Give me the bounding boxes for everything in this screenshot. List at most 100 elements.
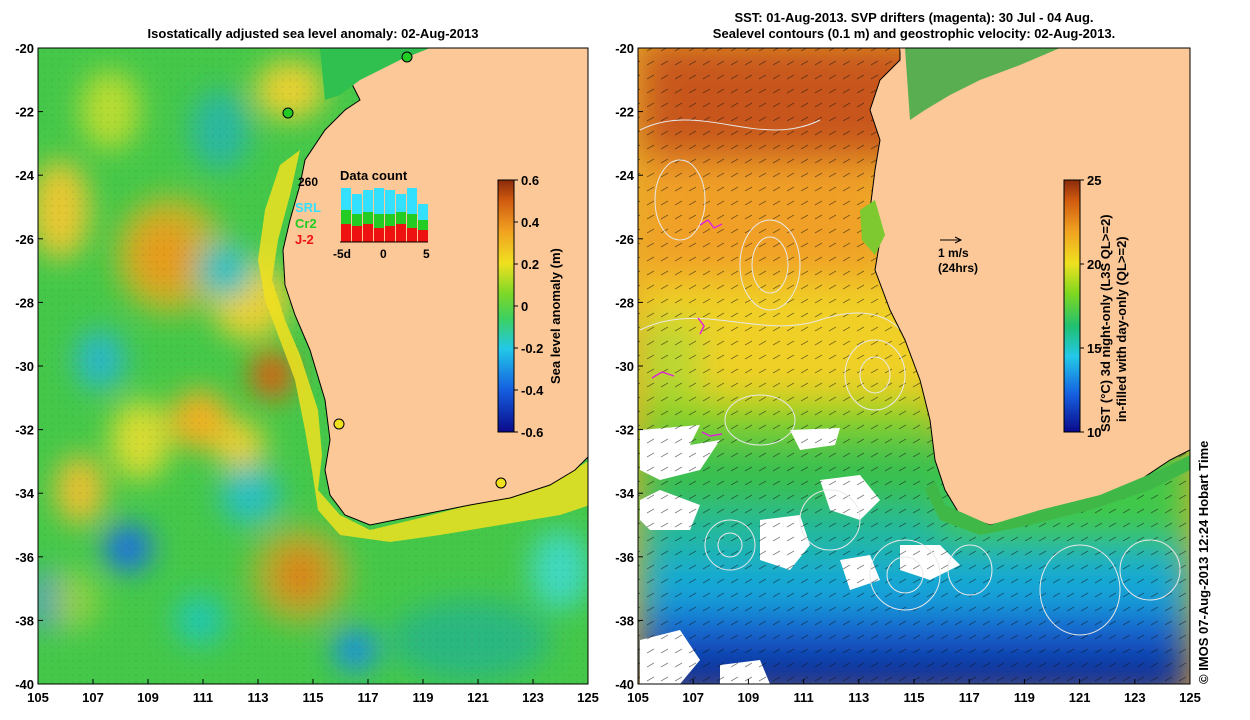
inset-bar-srl <box>385 190 395 214</box>
sla-colorbar-tick-label: 0 <box>521 299 528 314</box>
left-y-tick-label: -34 <box>15 486 35 501</box>
sla-colorbar <box>497 179 515 433</box>
left-y-tick-label: -22 <box>15 105 34 120</box>
left-x-tick-label: 121 <box>467 690 489 705</box>
left-y-tick-label: -30 <box>15 359 34 374</box>
sst-colorbar <box>1063 179 1081 433</box>
data-count-inset: Data count 260 SRL Cr2 J-2 -5d 0 5 <box>295 168 430 261</box>
inset-bar-j2 <box>341 224 351 242</box>
sla-colorbar-tick-label: -0.2 <box>521 341 543 356</box>
vector-scale-period: (24hrs) <box>938 261 978 275</box>
sst-colorbar-label-line2: in-filled with day-only (QL>=2) <box>1114 236 1129 422</box>
vector-scale-speed: 1 m/s <box>938 246 969 260</box>
left-panel-title: Isostatically adjusted sea level anomaly… <box>147 26 479 41</box>
sla-colorbar-tick-label: 0.4 <box>521 215 540 230</box>
sla-colorbar-tick-label: 0.2 <box>521 257 539 272</box>
data-count-title: Data count <box>340 168 408 183</box>
right-x-tick-label: 119 <box>1014 690 1035 705</box>
right-y-tick-label: -36 <box>615 550 634 565</box>
right-x-tick-label: 123 <box>1124 690 1146 705</box>
inset-bar-srl <box>352 194 362 214</box>
inset-bar-cr2 <box>374 214 384 228</box>
imos-credit: © IMOS 07-Aug-2013 12:24 Hobart Time <box>1196 440 1211 684</box>
right-x-tick-label: 115 <box>904 690 925 705</box>
left-y-tick-label: -32 <box>15 423 34 438</box>
sst-colorbar-tick-label: 25 <box>1087 173 1101 188</box>
left-y-tick-label: -40 <box>15 677 34 692</box>
right-y-tick-label: -40 <box>615 677 634 692</box>
right-x-tick-label: 107 <box>682 690 704 705</box>
left-x-tick-label: 105 <box>27 690 49 705</box>
inset-legend-cr2: Cr2 <box>295 216 317 231</box>
right-x-tick-label: 121 <box>1069 690 1091 705</box>
inset-bar-srl <box>407 188 417 214</box>
inset-bar-cr2 <box>396 212 406 224</box>
sla-colorbar-tick-label: 0.6 <box>521 173 539 188</box>
left-x-tick-label: 113 <box>248 690 269 705</box>
right-x-tick-label: 105 <box>627 690 649 705</box>
inset-bar-j2 <box>407 228 417 242</box>
inset-bar-j2 <box>363 224 373 242</box>
inset-bar-cr2 <box>363 212 373 224</box>
left-x-tick-label: 117 <box>358 690 379 705</box>
sst-colorbar-tick-label: 10 <box>1087 425 1101 440</box>
sst-colorbar-tick-label: 20 <box>1087 257 1101 272</box>
data-count-total: 260 <box>298 175 318 189</box>
left-x-tick-label: 123 <box>522 690 544 705</box>
right-y-tick-label: -30 <box>615 359 634 374</box>
inset-tick-0: 0 <box>380 247 387 261</box>
right-y-tick-label: -22 <box>615 105 634 120</box>
left-y-tick-label: -20 <box>15 41 34 56</box>
right-y-tick-label: -26 <box>615 232 634 247</box>
right-y-tick-label: -38 <box>615 613 634 628</box>
right-x-tick-label: 113 <box>848 690 869 705</box>
left-x-tick-label: 125 <box>577 690 599 705</box>
sla-colorbar-tick-label: -0.6 <box>521 425 543 440</box>
inset-bar-srl <box>396 194 406 212</box>
sla-colorbar-label: Sea level anomaly (m) <box>548 248 563 384</box>
left-y-tick-label: -28 <box>15 295 34 310</box>
inset-bar-srl <box>418 204 428 220</box>
right-x-tick-label: 125 <box>1179 690 1201 705</box>
right-panel-title-line2: Sealevel contours (0.1 m) and geostrophi… <box>712 26 1116 41</box>
inset-tick-minus5: -5d <box>333 247 351 261</box>
right-y-tick-label: -24 <box>615 168 635 183</box>
left-x-tick-label: 115 <box>303 690 324 705</box>
sst-colorbar-label-line1: SST (°C) 3d night-only (L3S QL>=2) <box>1098 214 1113 432</box>
inset-bar-cr2 <box>385 214 395 226</box>
right-panel-title-line1: SST: 01-Aug-2013. SVP drifters (magenta)… <box>734 10 1094 25</box>
left-x-tick-label: 109 <box>137 690 159 705</box>
inset-bar-srl <box>374 188 384 214</box>
inset-bar-srl <box>341 188 351 210</box>
inset-bar-j2 <box>396 224 406 242</box>
inset-bar-cr2 <box>341 210 351 224</box>
right-y-tick-label: -20 <box>615 41 634 56</box>
inset-bar-j2 <box>385 226 395 242</box>
inset-tick-5: 5 <box>423 247 430 261</box>
inset-bar-j2 <box>374 228 384 242</box>
right-y-tick-label: -34 <box>615 486 635 501</box>
right-x-tick-label: 117 <box>959 690 980 705</box>
left-y-tick-label: -38 <box>15 613 34 628</box>
inset-legend-j2: J-2 <box>295 232 314 247</box>
inset-bar-srl <box>363 190 373 212</box>
inset-legend-srl: SRL <box>295 200 321 215</box>
inset-bar-cr2 <box>418 220 428 230</box>
sla-colorbar-tick-label: -0.4 <box>521 383 544 398</box>
sst-colorbar-tick-label: 15 <box>1087 341 1101 356</box>
right-x-tick-label: 111 <box>793 690 813 705</box>
inset-bar-cr2 <box>407 214 417 228</box>
right-y-tick-label: -32 <box>615 423 634 438</box>
inset-bar-j2 <box>352 226 362 242</box>
inset-bar-j2 <box>418 230 428 242</box>
inset-bar-cr2 <box>352 214 362 226</box>
left-y-tick-label: -24 <box>15 168 35 183</box>
left-x-tick-label: 119 <box>413 690 434 705</box>
left-y-tick-label: -26 <box>15 232 34 247</box>
right-y-tick-label: -28 <box>615 295 634 310</box>
left-x-tick-label: 111 <box>193 690 213 705</box>
left-y-tick-label: -36 <box>15 550 34 565</box>
left-x-tick-label: 107 <box>82 690 104 705</box>
right-x-tick-label: 109 <box>738 690 760 705</box>
